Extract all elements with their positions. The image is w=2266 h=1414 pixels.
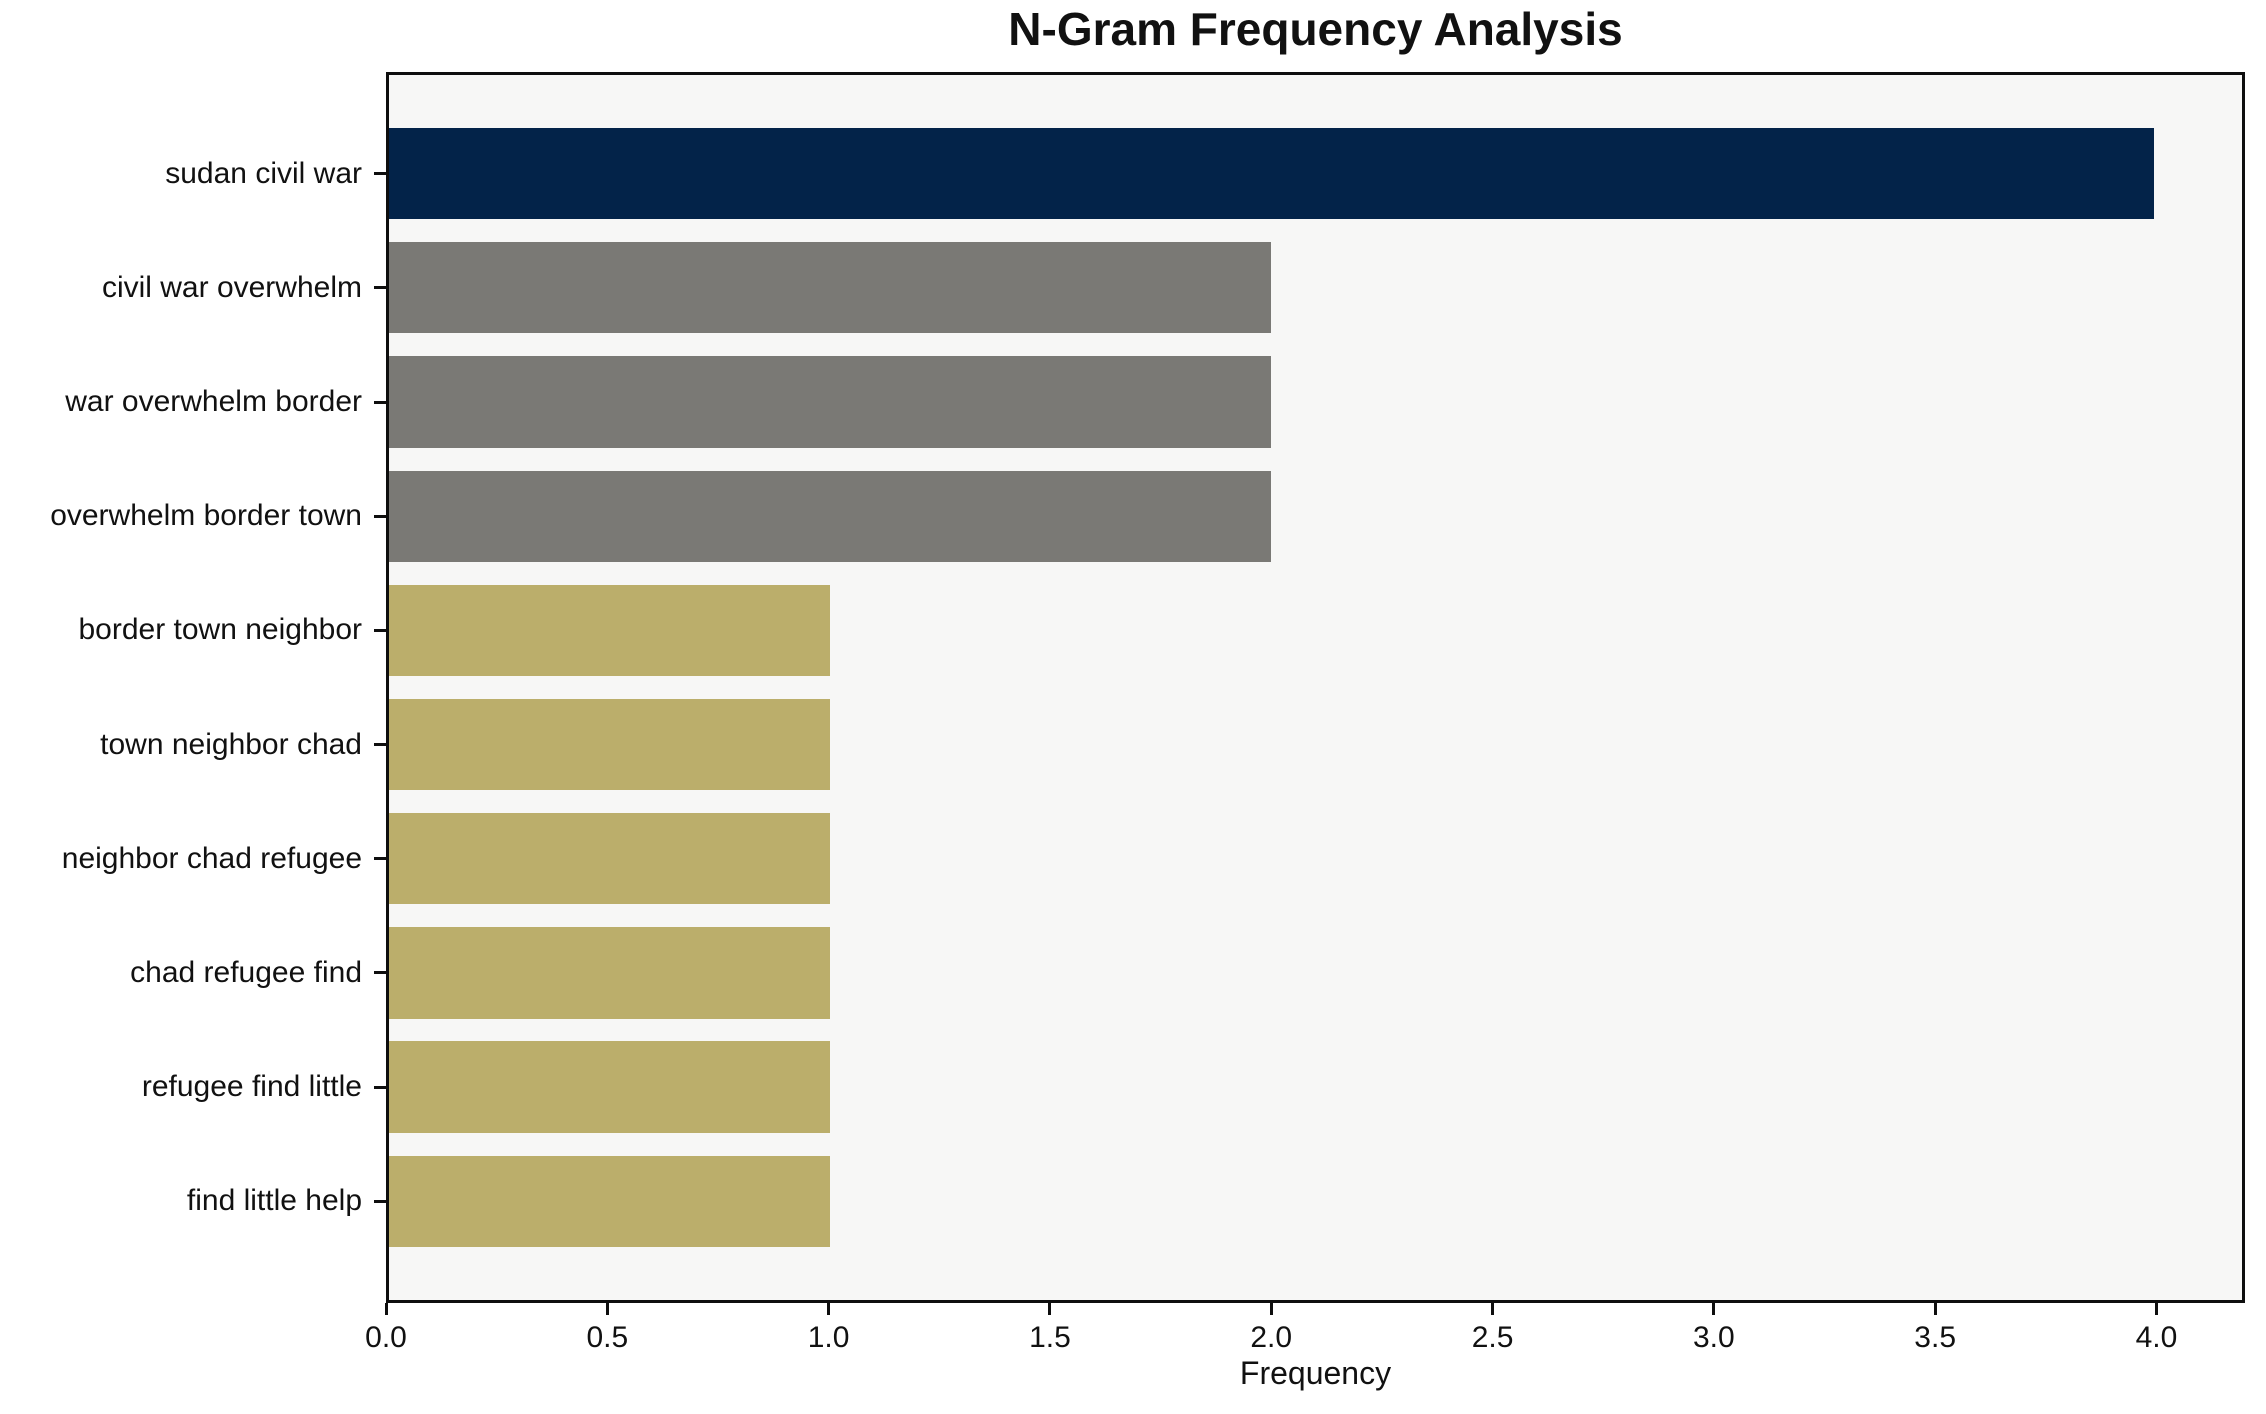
y-tick-mark <box>374 1199 386 1203</box>
y-tick-mark <box>374 400 386 404</box>
y-tick-label: civil war overwhelm <box>101 270 362 304</box>
x-tick-label: 2.5 <box>1471 1321 1514 1354</box>
x-tick-mark <box>1491 1303 1495 1315</box>
y-tick-label: chad refugee find <box>130 955 362 989</box>
chart-title: N-Gram Frequency Analysis <box>1008 3 1623 55</box>
x-tick-label: 4.0 <box>2135 1321 2178 1354</box>
y-tick-label: border town neighbor <box>78 613 362 647</box>
plot-area <box>386 72 2245 1303</box>
y-tick-label: overwhelm border town <box>50 499 362 533</box>
y-tick-mark <box>374 1085 386 1089</box>
y-tick-mark <box>374 857 386 861</box>
y-tick-mark <box>374 286 386 290</box>
y-tick-label: war overwhelm border <box>65 385 362 419</box>
y-tick-label: town neighbor chad <box>100 727 362 761</box>
x-tick-label: 2.0 <box>1250 1321 1293 1354</box>
bar-find-little-help <box>389 1155 831 1248</box>
bar-chad-refugee-find <box>389 927 831 1019</box>
x-tick-mark <box>1712 1303 1716 1315</box>
x-tick-label: 1.5 <box>1029 1321 1071 1354</box>
x-tick-mark <box>1933 1303 1937 1315</box>
y-tick-label: find little help <box>186 1184 362 1218</box>
bar-civil-war-overwhelm <box>389 242 1272 334</box>
bar-town-neighbor-chad <box>389 698 831 791</box>
x-tick-label: 0.5 <box>586 1321 629 1354</box>
x-tick-label: 3.0 <box>1692 1321 1735 1354</box>
x-tick-label: 0.0 <box>365 1321 407 1354</box>
y-tick-mark <box>374 743 386 747</box>
x-tick-mark <box>2154 1303 2158 1315</box>
bar-overwhelm-border-town <box>389 470 1272 562</box>
bar-sudan-civil-war <box>389 127 2154 220</box>
y-tick-mark <box>374 971 386 975</box>
y-tick-mark <box>374 628 386 632</box>
bar-war-overwhelm-border <box>389 356 1272 448</box>
y-tick-mark <box>374 172 386 176</box>
y-tick-label: sudan civil war <box>165 156 362 190</box>
x-tick-mark <box>1269 1303 1273 1315</box>
y-tick-label: refugee find little <box>141 1070 362 1104</box>
x-tick-label: 3.5 <box>1914 1321 1957 1354</box>
x-axis-label: Frequency <box>1239 1355 1392 1391</box>
y-tick-label: neighbor chad refugee <box>61 841 362 875</box>
y-tick-mark <box>374 514 386 518</box>
bar-refugee-find-little <box>389 1041 831 1133</box>
x-tick-mark <box>827 1303 831 1315</box>
x-tick-label: 1.0 <box>807 1321 850 1354</box>
x-tick-mark <box>384 1303 388 1315</box>
x-tick-mark <box>605 1303 609 1315</box>
bar-border-town-neighbor <box>389 584 831 677</box>
bar-neighbor-chad-refugee <box>389 813 831 905</box>
x-tick-mark <box>1048 1303 1052 1315</box>
